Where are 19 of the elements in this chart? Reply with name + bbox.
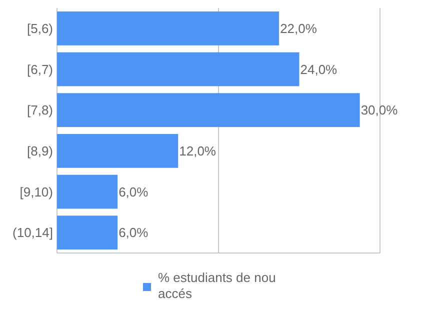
bar: [57, 174, 118, 209]
data-label: 24,0%: [300, 62, 338, 77]
bar: [57, 134, 178, 168]
data-label: 30,0%: [360, 102, 398, 118]
bar: [57, 93, 360, 128]
bar: [57, 11, 280, 46]
data-label: 6,0%: [118, 225, 149, 240]
data-label: 6,0%: [118, 184, 149, 200]
y-tick-label: (10,14]: [12, 225, 53, 240]
y-tick-label: [9,10): [20, 184, 53, 200]
y-tick-label: [7,8): [26, 102, 53, 118]
legend-label: % estudiants de nou accés: [158, 270, 276, 301]
y-tick-label: [5,6): [26, 20, 53, 36]
y-tick-label: [8,9): [26, 143, 53, 158]
data-label: 22,0%: [280, 20, 318, 36]
y-tick-label: [6,7): [26, 62, 53, 77]
data-label: 12,0%: [179, 143, 216, 158]
bar: [57, 216, 118, 250]
bar: [57, 52, 300, 86]
